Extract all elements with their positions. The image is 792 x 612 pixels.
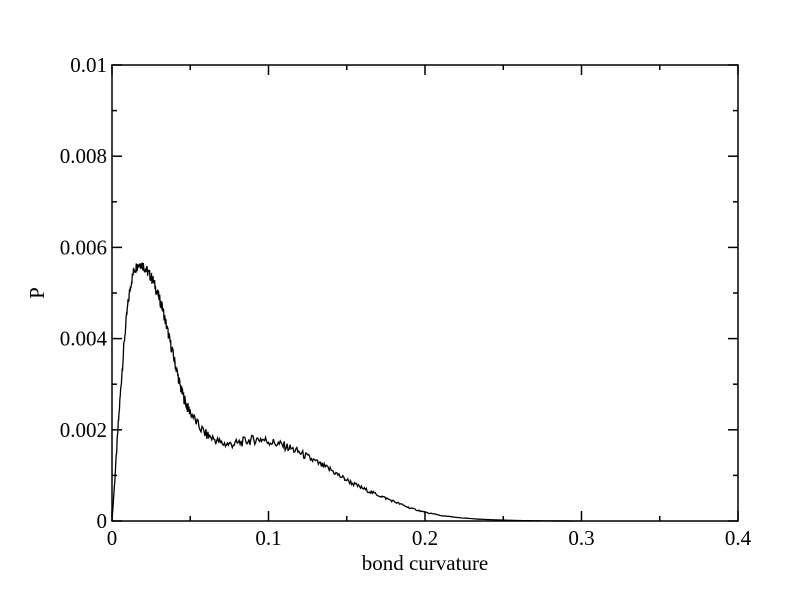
y-tick-label: 0.002 [60,418,107,442]
x-tick-label: 0.3 [568,526,594,550]
series-line [111,262,582,522]
y-tick-label: 0.004 [60,327,108,351]
axis-ticks [111,64,739,522]
x-axis-label: bond curvature [362,551,489,575]
y-tick-label: 0.008 [60,144,107,168]
plot-frame [111,64,739,522]
x-tick-label: 0 [107,526,118,550]
y-tick-label: 0.006 [60,235,107,259]
x-tick-label: 0.1 [255,526,281,550]
x-tick-label: 0.2 [412,526,438,550]
y-axis-label: P [25,287,49,299]
y-tick-label: 0.01 [70,53,107,77]
axis-tick-labels: 0 0.1 0.2 0.3 0.4 0 0.002 0.004 0.006 0.008 0.01 [60,53,752,550]
x-tick-label: 0.4 [725,526,752,550]
y-tick-label: 0 [97,509,108,533]
